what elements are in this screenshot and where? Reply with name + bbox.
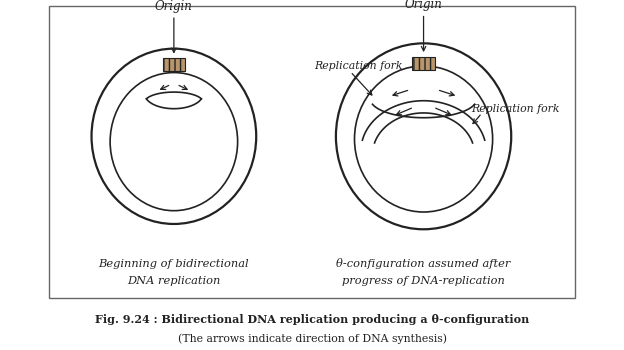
- Text: progress of DNA-replication: progress of DNA-replication: [342, 276, 505, 286]
- Text: θ-configuration assumed after: θ-configuration assumed after: [336, 258, 511, 269]
- Ellipse shape: [110, 72, 238, 211]
- Ellipse shape: [92, 49, 256, 224]
- Text: Replication fork: Replication fork: [471, 104, 560, 114]
- Text: Fig. 9.24 : Bidirectional DNA replication producing a θ-configuration: Fig. 9.24 : Bidirectional DNA replicatio…: [95, 314, 529, 325]
- Text: Origin: Origin: [404, 0, 442, 12]
- Text: Replication fork: Replication fork: [314, 61, 403, 71]
- Bar: [412, 57, 435, 70]
- Ellipse shape: [354, 66, 492, 212]
- Text: DNA replication: DNA replication: [127, 276, 220, 286]
- FancyBboxPatch shape: [49, 6, 575, 298]
- Text: (The arrows indicate direction of DNA synthesis): (The arrows indicate direction of DNA sy…: [177, 333, 447, 344]
- Ellipse shape: [336, 43, 511, 229]
- Text: Beginning of bidirectional: Beginning of bidirectional: [99, 259, 249, 269]
- Bar: [163, 58, 185, 71]
- Text: Origin: Origin: [155, 0, 193, 13]
